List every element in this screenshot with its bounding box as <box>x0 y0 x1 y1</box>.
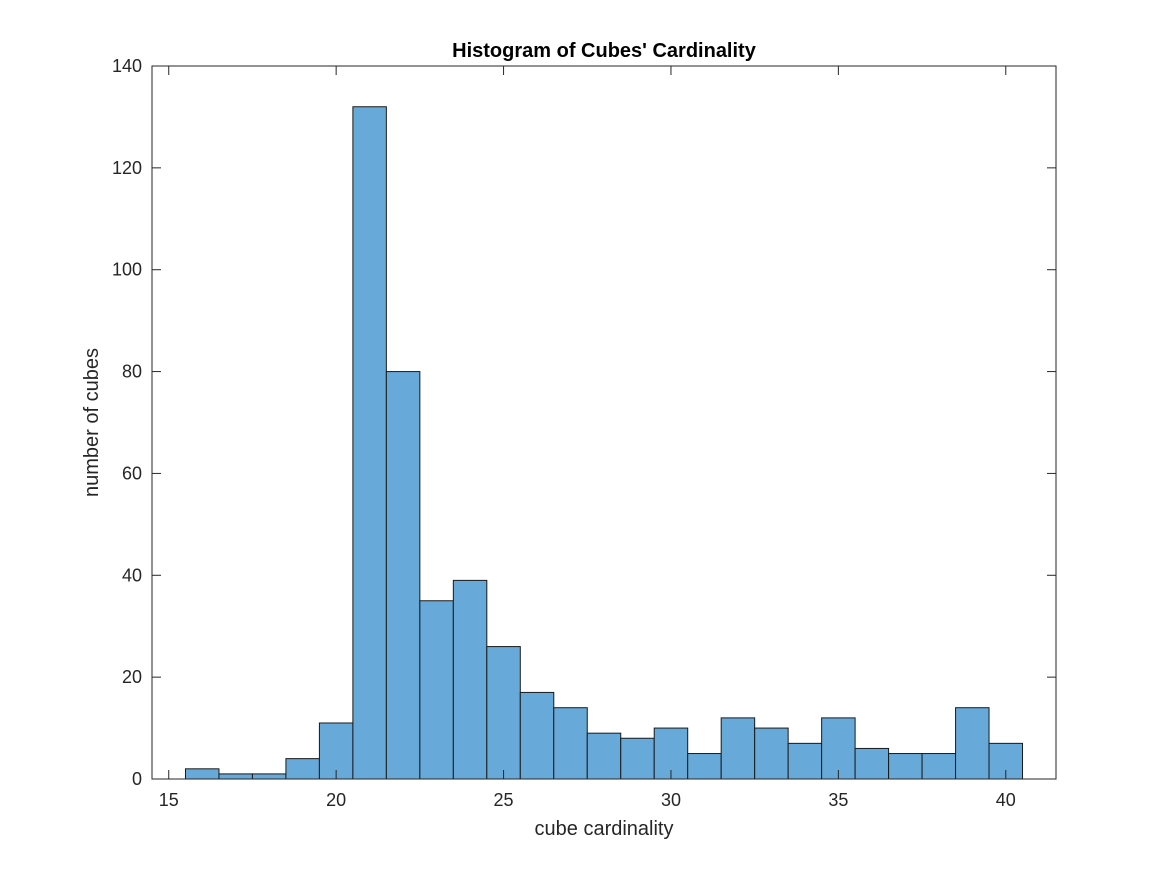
histogram-bar <box>218 773 253 780</box>
x-axis-label: cube cardinality <box>535 818 674 840</box>
histogram-bar <box>586 732 622 780</box>
y-tick-label: 140 <box>112 56 142 76</box>
histogram-bar <box>184 768 220 780</box>
histogram-bar <box>553 707 588 780</box>
x-tick-label: 25 <box>494 790 514 810</box>
histogram-bar <box>251 773 287 780</box>
x-tick-label: 15 <box>159 790 179 810</box>
histogram-bar <box>419 600 454 780</box>
histogram-bar <box>787 742 823 780</box>
histogram-bar <box>385 371 421 780</box>
histogram-bars <box>184 106 1024 780</box>
y-tick-label: 0 <box>132 769 142 789</box>
axes-box <box>151 65 1057 780</box>
histogram-bar <box>352 106 387 780</box>
y-tick-label: 60 <box>122 463 142 483</box>
y-tick-label: 100 <box>112 260 142 280</box>
histogram-bar <box>821 717 856 780</box>
histogram-bar <box>720 717 756 780</box>
y-tick-label: 120 <box>112 158 142 178</box>
y-tick-labels: 0 20 40 60 80 100 120 140 <box>112 56 142 789</box>
x-tick-label: 30 <box>661 790 681 810</box>
y-tick-label: 20 <box>122 667 142 687</box>
histogram-bar <box>519 691 555 780</box>
x-tick-label: 20 <box>326 790 346 810</box>
histogram-bar <box>754 727 789 780</box>
x-tick-labels: 15 20 25 30 35 40 <box>159 790 1016 810</box>
histogram-bar <box>921 753 957 780</box>
histogram-bar <box>687 753 722 780</box>
y-axis-label: number of cubes <box>81 348 103 497</box>
y-tick-label: 80 <box>122 362 142 382</box>
histogram-bar <box>620 737 655 780</box>
histogram-bar <box>854 747 890 780</box>
histogram-bar <box>955 707 990 780</box>
histogram-bar <box>285 758 320 780</box>
chart-title: Histogram of Cubes' Cardinality <box>452 40 757 62</box>
histogram-bar <box>452 579 488 780</box>
histogram-bar <box>888 753 923 780</box>
x-tick-label: 40 <box>996 790 1016 810</box>
x-tick-label: 35 <box>828 790 848 810</box>
histogram-bar <box>486 646 521 780</box>
histogram-bar <box>318 722 354 780</box>
y-tick-label: 40 <box>122 565 142 585</box>
